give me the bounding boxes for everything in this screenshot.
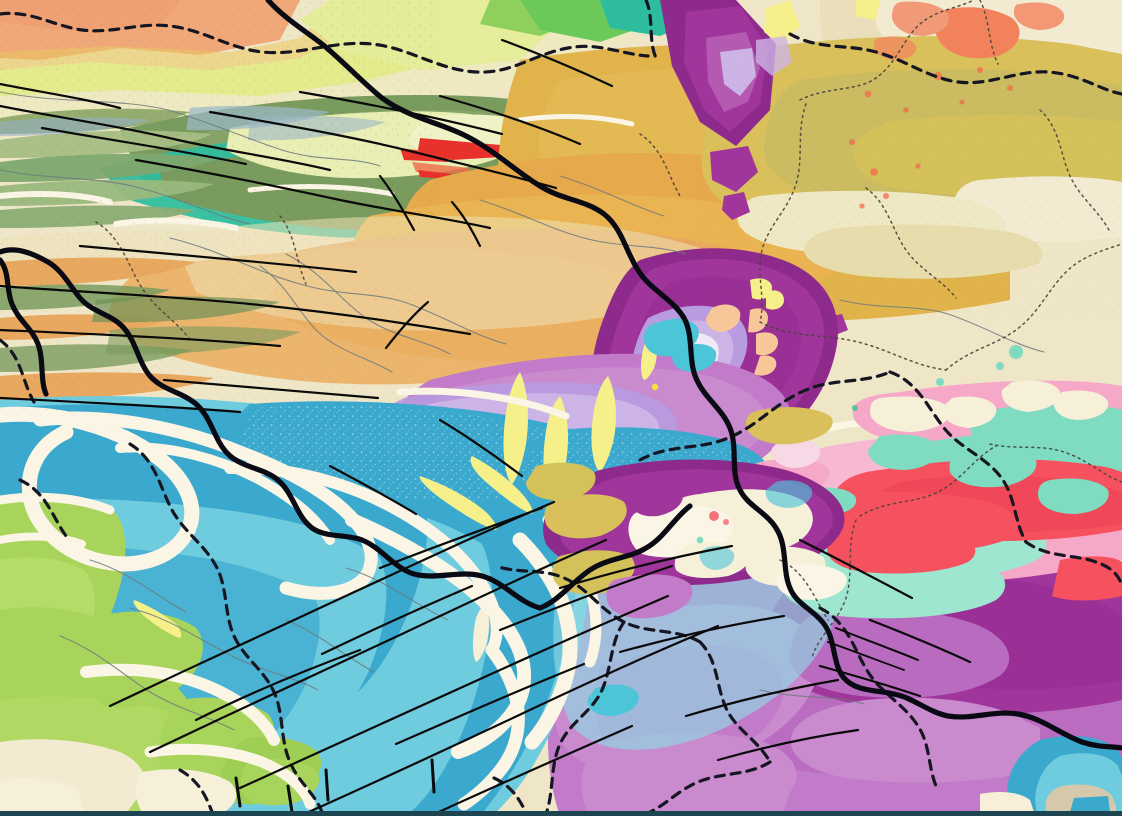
international-boundary-layer [0,0,1122,751]
region-southwest-permian-green [0,496,322,816]
fault-line-layer [0,38,972,816]
viewport-bottom-edge [0,811,1122,816]
map-marker-dot[interactable] [651,383,659,391]
region-east-basement-belt [738,345,1122,619]
county-boundary-layer [95,0,1122,659]
